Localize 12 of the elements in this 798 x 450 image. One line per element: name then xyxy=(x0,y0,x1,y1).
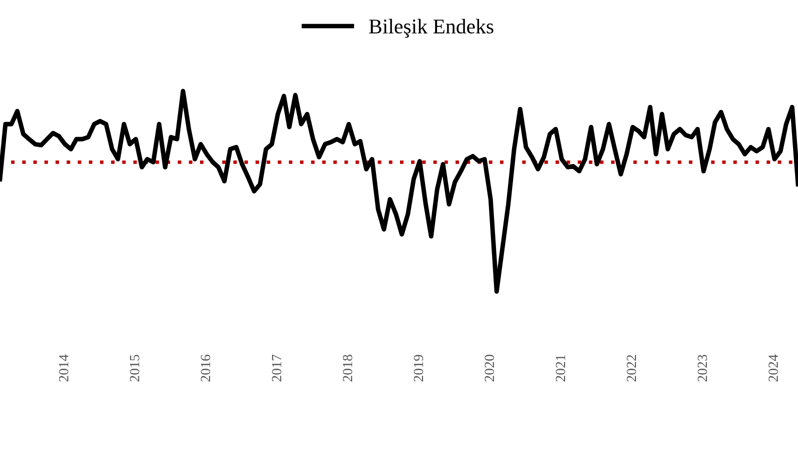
x-tick-label: 2022 xyxy=(626,355,636,382)
x-tick-label: 2018 xyxy=(342,354,352,382)
x-tick-label: 2024 xyxy=(768,354,778,382)
legend-label: Bileşik Endeks xyxy=(369,18,494,38)
x-tick-label: 2020 xyxy=(484,354,494,382)
x-tick-label: 2021 xyxy=(556,355,566,382)
x-tick-label: 2017 xyxy=(272,354,282,382)
x-tick-label: 2023 xyxy=(698,354,708,382)
x-tick-label: 2014 xyxy=(59,354,68,382)
x-tick-label: 2015 xyxy=(130,354,140,382)
x-tick-label: 2019 xyxy=(414,354,424,382)
x-tick-label: 2016 xyxy=(200,354,210,382)
